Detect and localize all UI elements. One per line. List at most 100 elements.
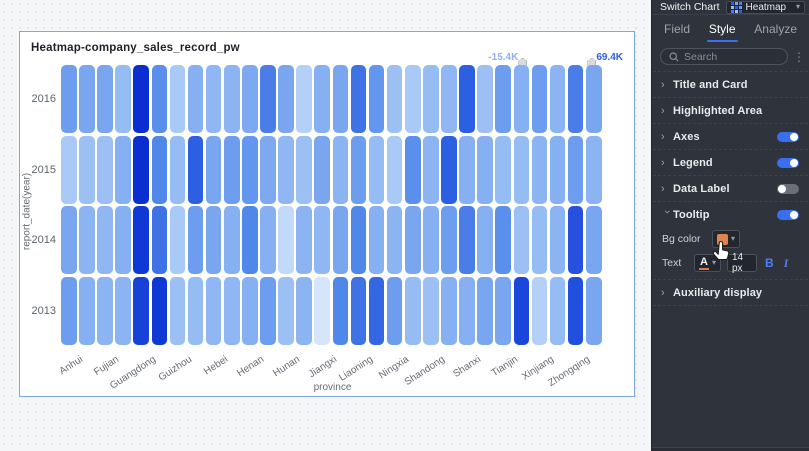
heatmap-cell[interactable] — [260, 65, 276, 133]
heatmap-cell[interactable] — [513, 135, 530, 204]
heatmap-chart-card[interactable]: Heatmap-company_sales_record_pw -15.4K 6… — [19, 31, 635, 397]
heatmap-cell[interactable] — [441, 135, 457, 204]
heatmap-cell[interactable] — [567, 206, 584, 274]
heatmap-cell[interactable] — [79, 135, 95, 204]
heatmap-cell[interactable] — [368, 65, 385, 133]
heatmap-cell[interactable] — [350, 135, 367, 204]
heatmap-cell[interactable] — [368, 135, 385, 204]
search-input[interactable]: Search — [660, 48, 788, 65]
heatmap-cell[interactable] — [169, 65, 186, 133]
heatmap-cell[interactable] — [386, 65, 403, 133]
heatmap-cell[interactable] — [567, 65, 584, 133]
heatmap-cell[interactable] — [169, 276, 186, 345]
section-legend[interactable]: › Legend — [652, 150, 809, 175]
heatmap-cell[interactable] — [242, 276, 258, 345]
heatmap-cell[interactable] — [423, 276, 439, 345]
heatmap-cell[interactable] — [223, 65, 240, 133]
chart-type-dropdown[interactable]: Heatmap ▾ — [725, 0, 805, 14]
heatmap-cell[interactable] — [368, 276, 385, 345]
heatmap-cell[interactable] — [115, 276, 131, 345]
heatmap-cell[interactable] — [459, 135, 475, 204]
heatmap-cell[interactable] — [513, 206, 530, 274]
heatmap-cell[interactable] — [332, 65, 349, 133]
heatmap-cell[interactable] — [423, 135, 439, 204]
more-options-icon[interactable]: ⋮ — [793, 49, 805, 64]
heatmap-cell[interactable] — [314, 135, 331, 204]
heatmap-cell[interactable] — [477, 65, 493, 133]
heatmap-cell[interactable] — [350, 276, 367, 345]
heatmap-cell[interactable] — [205, 135, 222, 204]
heatmap-cell[interactable] — [151, 65, 168, 133]
heatmap-cell[interactable] — [495, 65, 512, 133]
heatmap-cell[interactable] — [61, 276, 77, 345]
section-auxiliary-display[interactable]: › Auxiliary display — [652, 280, 809, 305]
heatmap-cell[interactable] — [585, 65, 602, 133]
heatmap-cell[interactable] — [260, 206, 276, 274]
section-highlighted-area[interactable]: › Highlighted Area — [652, 98, 809, 123]
heatmap-cell[interactable] — [531, 276, 548, 345]
heatmap-cell[interactable] — [350, 65, 367, 133]
heatmap-cell[interactable] — [79, 206, 95, 274]
heatmap-cell[interactable] — [567, 135, 584, 204]
heatmap-cell[interactable] — [133, 206, 150, 274]
heatmap-cell[interactable] — [495, 206, 512, 274]
heatmap-cell[interactable] — [549, 276, 566, 345]
heatmap-cell[interactable] — [350, 206, 367, 274]
heatmap-cell[interactable] — [386, 276, 403, 345]
heatmap-cell[interactable] — [549, 206, 566, 274]
heatmap-cell[interactable] — [585, 206, 602, 274]
heatmap-cell[interactable] — [386, 206, 403, 274]
heatmap-cell[interactable] — [386, 135, 403, 204]
heatmap-cell[interactable] — [296, 135, 312, 204]
heatmap-cell[interactable] — [79, 276, 95, 345]
heatmap-cell[interactable] — [242, 206, 258, 274]
heatmap-cell[interactable] — [260, 135, 276, 204]
heatmap-cell[interactable] — [187, 65, 204, 133]
heatmap-cell[interactable] — [187, 135, 204, 204]
heatmap-cell[interactable] — [549, 135, 566, 204]
heatmap-cell[interactable] — [332, 206, 349, 274]
section-data-label[interactable]: › Data Label — [652, 176, 809, 201]
heatmap-cell[interactable] — [404, 65, 421, 133]
heatmap-cell[interactable] — [278, 276, 294, 345]
heatmap-cell[interactable] — [278, 206, 294, 274]
heatmap-cell[interactable] — [133, 135, 150, 204]
heatmap-cell[interactable] — [495, 135, 512, 204]
heatmap-cell[interactable] — [205, 276, 222, 345]
heatmap-cell[interactable] — [296, 276, 312, 345]
heatmap-cell[interactable] — [441, 206, 457, 274]
heatmap-cell[interactable] — [404, 206, 421, 274]
heatmap-cell[interactable] — [585, 276, 602, 345]
italic-button[interactable]: I — [783, 255, 789, 270]
heatmap-cell[interactable] — [404, 135, 421, 204]
heatmap-cell[interactable] — [585, 135, 602, 204]
heatmap-cell[interactable] — [296, 65, 312, 133]
heatmap-cell[interactable] — [459, 206, 475, 274]
text-color-picker[interactable]: A ▾ — [694, 254, 721, 272]
heatmap-cell[interactable] — [61, 65, 77, 133]
heatmap-cell[interactable] — [260, 276, 276, 345]
heatmap-cell[interactable] — [531, 135, 548, 204]
heatmap-cell[interactable] — [223, 276, 240, 345]
heatmap-cell[interactable] — [477, 206, 493, 274]
heatmap-cell[interactable] — [223, 206, 240, 274]
heatmap-cell[interactable] — [423, 65, 439, 133]
heatmap-cell[interactable] — [296, 206, 312, 274]
heatmap-cell[interactable] — [278, 135, 294, 204]
heatmap-cell[interactable] — [477, 276, 493, 345]
heatmap-cell[interactable] — [187, 206, 204, 274]
heatmap-cell[interactable] — [513, 65, 530, 133]
bold-button[interactable]: B — [764, 256, 774, 270]
heatmap-cell[interactable] — [332, 276, 349, 345]
heatmap-cell[interactable] — [314, 276, 331, 345]
section-axes[interactable]: › Axes — [652, 124, 809, 149]
heatmap-cell[interactable] — [151, 135, 168, 204]
heatmap-cell[interactable] — [169, 206, 186, 274]
heatmap-cell[interactable] — [151, 206, 168, 274]
tooltip-toggle[interactable] — [777, 209, 799, 220]
heatmap-cell[interactable] — [531, 65, 548, 133]
heatmap-cell[interactable] — [459, 276, 475, 345]
heatmap-cell[interactable] — [332, 135, 349, 204]
heatmap-cell[interactable] — [205, 65, 222, 133]
heatmap-cell[interactable] — [97, 206, 113, 274]
